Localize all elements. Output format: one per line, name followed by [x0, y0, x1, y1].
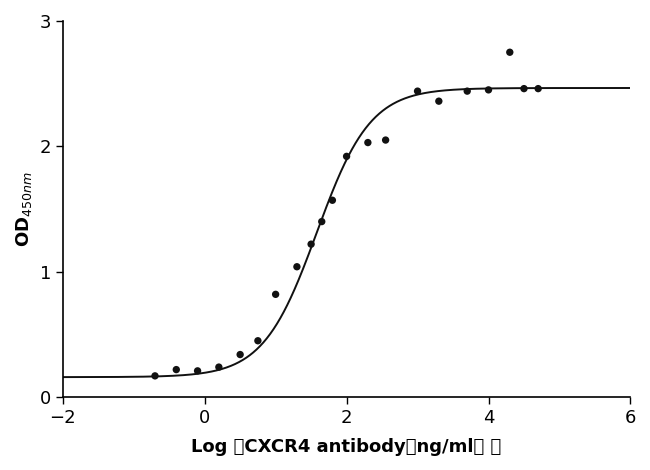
Point — [192, 367, 203, 375]
Point — [150, 372, 160, 380]
Point — [306, 240, 317, 248]
Y-axis label: OD$_{450nm}$: OD$_{450nm}$ — [14, 171, 34, 247]
Point — [380, 136, 391, 144]
Point — [412, 87, 423, 95]
Point — [341, 153, 352, 160]
Point — [235, 351, 245, 358]
Point — [363, 139, 373, 146]
Point — [434, 97, 444, 105]
Point — [253, 337, 263, 345]
Point — [519, 85, 529, 93]
Point — [317, 218, 327, 225]
Point — [484, 86, 494, 94]
Point — [270, 290, 281, 298]
Point — [462, 87, 473, 95]
Point — [171, 366, 181, 373]
Point — [533, 85, 543, 93]
Point — [214, 363, 224, 371]
Point — [292, 263, 302, 271]
Point — [504, 48, 515, 56]
X-axis label: Log （CXCR4 antibody（ng/ml） ）: Log （CXCR4 antibody（ng/ml） ） — [192, 438, 502, 456]
Point — [327, 196, 337, 204]
